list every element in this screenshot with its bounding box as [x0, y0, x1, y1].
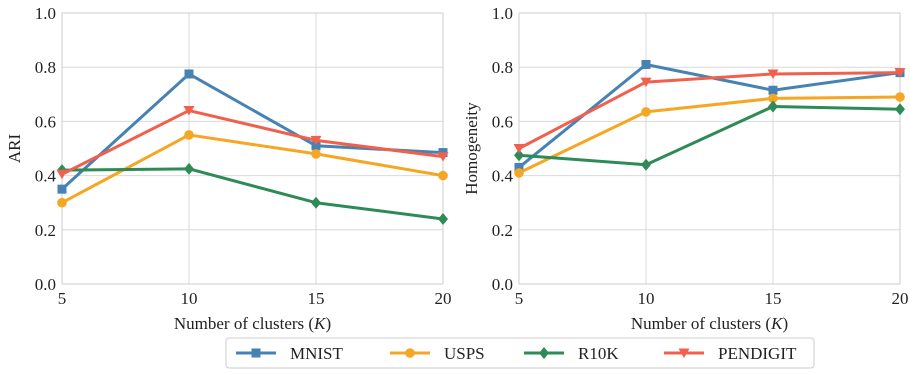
legend-marker-mnist [251, 348, 261, 358]
data-point-pendigit [437, 152, 449, 162]
series-line-pendigit [518, 71, 901, 150]
chart-panel-2: 0.0 0.2 0.4 0.6 0.8 1.0 5 10 15 20 Number of clust… [462, 4, 909, 333]
plot-area-frame [518, 12, 901, 285]
series-line-r10k [61, 167, 444, 221]
data-point-r10k [311, 196, 321, 209]
legend-marker-r10k [539, 347, 549, 359]
x-tick-label: 10 [638, 289, 655, 308]
data-point-pendigit [894, 68, 906, 78]
legend: MNIST USPS R10K PENDIGIT [225, 337, 815, 369]
x-tick-label: 5 [58, 289, 67, 308]
data-point-pendigit [640, 77, 652, 88]
legend-box [225, 337, 815, 369]
data-point-r10k [768, 100, 778, 113]
data-point-mnist [641, 59, 651, 69]
y-tick-label: 0.6 [492, 112, 513, 131]
data-point-mnist [311, 141, 321, 151]
data-point-pendigit [183, 106, 195, 116]
chart-panel-1: 0.0 0.2 0.4 0.6 0.8 1.0 5 10 15 20 Number of clust… [5, 4, 452, 333]
data-point-r10k [641, 158, 651, 171]
data-point-r10k [438, 212, 448, 225]
data-point-usps [184, 130, 194, 140]
data-point-mnist [768, 85, 778, 95]
y-tick-label: 0.2 [492, 221, 513, 240]
x-tick-label: 10 [181, 289, 198, 308]
data-point-r10k [184, 162, 194, 175]
series-line-pendigit [61, 109, 444, 176]
y-tick-label: 0.6 [35, 112, 56, 131]
x-tick-label: 15 [308, 289, 325, 308]
legend-label-mnist: MNIST [290, 344, 344, 363]
y-tick-label: 0.8 [492, 58, 513, 77]
legend-label-r10k: R10K [578, 344, 619, 363]
data-point-mnist [184, 69, 194, 79]
data-point-usps [57, 197, 67, 208]
x-tick-label: 5 [515, 289, 524, 308]
legend-marker-usps [405, 348, 415, 358]
legend-marker-pendigit [678, 348, 690, 358]
y-axis-label: Homogeneity [462, 102, 481, 195]
y-tick-label: 0.0 [35, 275, 56, 294]
data-point-pendigit [56, 169, 68, 180]
data-point-r10k [514, 149, 524, 162]
data-point-mnist [57, 184, 67, 194]
y-tick-label: 0.8 [35, 58, 56, 77]
y-axis-label: ARI [5, 134, 24, 164]
y-tick-label: 0.4 [492, 167, 514, 186]
x-tick-label: 20 [892, 289, 909, 308]
y-tick-label: 0.2 [35, 221, 56, 240]
x-tick-label: 15 [765, 289, 782, 308]
legend-label-pendigit: PENDIGIT [718, 344, 797, 363]
data-point-pendigit [767, 69, 779, 79]
data-point-usps [641, 107, 651, 117]
y-tick-label: 1.0 [35, 4, 56, 23]
x-tick-label: 20 [435, 289, 452, 308]
data-point-pendigit [513, 144, 525, 154]
data-point-usps [438, 170, 448, 181]
data-point-r10k [895, 103, 905, 116]
y-tick-label: 1.0 [492, 4, 513, 23]
data-point-pendigit [310, 135, 322, 146]
data-point-mnist [514, 162, 524, 172]
data-point-usps [311, 149, 321, 159]
series-line-usps [518, 95, 901, 175]
data-point-usps [514, 168, 524, 178]
series-line-mnist [518, 62, 901, 169]
legend-label-usps: USPS [444, 344, 485, 363]
series-line-r10k [518, 104, 901, 167]
y-tick-label: 0.4 [35, 167, 57, 186]
data-point-usps [768, 93, 778, 104]
x-axis-label: Number of clusters (K) [631, 314, 788, 333]
x-axis-label: Number of clusters (K) [174, 314, 331, 333]
y-tick-label: 0.0 [492, 275, 513, 294]
data-point-usps [895, 92, 905, 102]
